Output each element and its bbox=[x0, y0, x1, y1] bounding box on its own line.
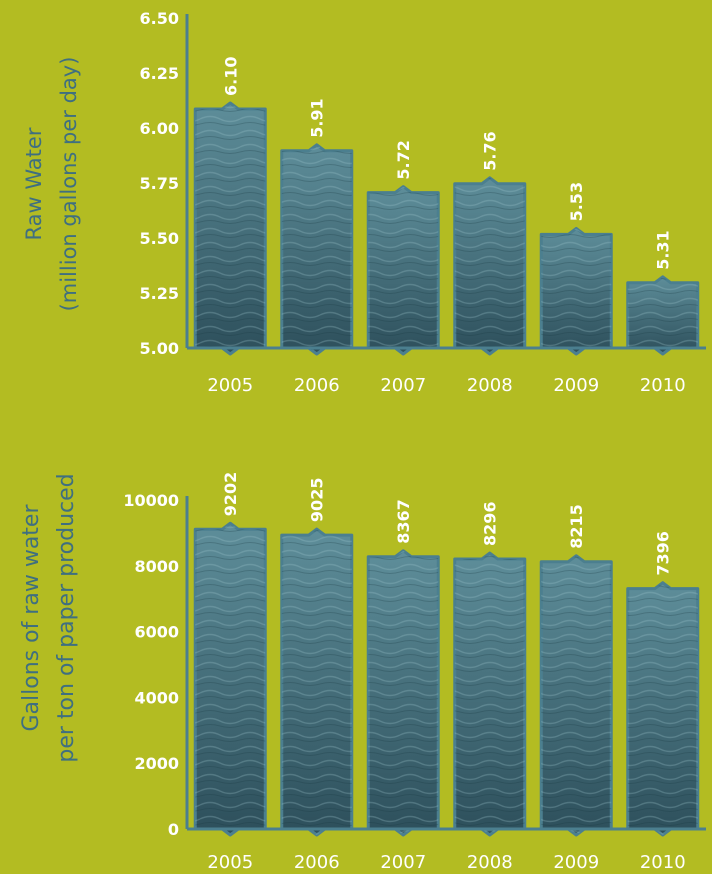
bar bbox=[193, 521, 267, 837]
bar bbox=[366, 549, 440, 837]
bar bbox=[453, 551, 527, 837]
bar-value-label: 9025 bbox=[308, 478, 327, 523]
y-tick-label: 6000 bbox=[134, 623, 179, 642]
x-category-label: 2009 bbox=[553, 852, 599, 873]
gallons-per-ton-chart: Gallons of raw water per ton of paper pro… bbox=[19, 472, 706, 873]
bar bbox=[626, 581, 700, 837]
x-category-label: 2005 bbox=[207, 852, 253, 873]
y-tick-label: 6.50 bbox=[140, 9, 179, 28]
y-tick-label: 5.50 bbox=[140, 229, 179, 248]
bar-value-label: 5.91 bbox=[308, 98, 327, 137]
bar bbox=[626, 275, 700, 356]
bar-value-label: 5.76 bbox=[481, 131, 500, 170]
y-axis-label-line: Gallons of raw water bbox=[19, 504, 44, 732]
y-axis-label-line: Raw Water bbox=[22, 127, 46, 240]
y-tick-label: 6.00 bbox=[140, 119, 179, 138]
x-category-label: 2005 bbox=[207, 375, 253, 396]
y-tick-label: 5.25 bbox=[140, 284, 179, 303]
bar bbox=[280, 143, 354, 356]
bar bbox=[280, 527, 354, 837]
y-tick-label: 6.25 bbox=[140, 64, 179, 83]
bar bbox=[366, 185, 440, 356]
bar bbox=[193, 101, 267, 356]
x-category-label: 2007 bbox=[380, 375, 426, 396]
bar-value-label: 7396 bbox=[654, 531, 673, 576]
x-category-label: 2008 bbox=[467, 375, 513, 396]
y-axis-label-line: (million gallons per day) bbox=[57, 57, 81, 312]
bar-value-label: 8296 bbox=[481, 502, 500, 547]
bar-value-label: 9202 bbox=[221, 472, 240, 517]
bar-value-label: 8215 bbox=[567, 504, 586, 549]
y-tick-label: 10000 bbox=[123, 491, 179, 510]
bar-value-label: 6.10 bbox=[221, 57, 240, 96]
raw-water-chart: Raw Water (million gallons per day) 5.00 5.… bbox=[22, 9, 706, 396]
bar-value-label: 8367 bbox=[394, 499, 413, 544]
y-tick-label: 8000 bbox=[134, 557, 179, 576]
x-category-label: 2009 bbox=[553, 375, 599, 396]
x-category-label: 2007 bbox=[380, 852, 426, 873]
y-tick-label: 0 bbox=[168, 820, 179, 839]
bar-value-label: 5.53 bbox=[567, 182, 586, 221]
bar bbox=[539, 226, 613, 356]
x-category-label: 2010 bbox=[640, 375, 686, 396]
bar bbox=[453, 176, 527, 356]
y-tick-label: 5.75 bbox=[140, 174, 179, 193]
bar-value-label: 5.72 bbox=[394, 140, 413, 179]
y-tick-label: 2000 bbox=[134, 754, 179, 773]
y-tick-label: 4000 bbox=[134, 688, 179, 707]
y-axis-label-line: per ton of paper produced bbox=[54, 473, 79, 762]
bar bbox=[539, 554, 613, 837]
x-category-label: 2010 bbox=[640, 852, 686, 873]
x-category-label: 2008 bbox=[467, 852, 513, 873]
bar-value-label: 5.31 bbox=[654, 230, 673, 269]
y-tick-label: 5.00 bbox=[140, 339, 179, 358]
x-category-label: 2006 bbox=[294, 852, 340, 873]
x-category-label: 2006 bbox=[294, 375, 340, 396]
